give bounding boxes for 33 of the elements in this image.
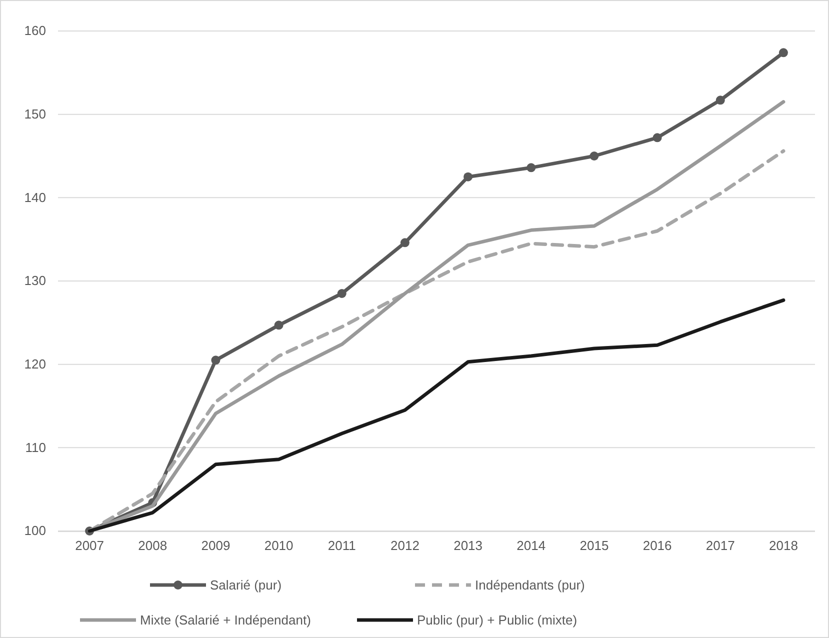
x-tick-label: 2009: [201, 538, 230, 554]
point: [211, 356, 220, 365]
y-tick-label: 120: [24, 356, 46, 372]
x-tick-label: 2007: [75, 538, 104, 554]
x-tick-label: 2012: [390, 538, 420, 554]
legend-label: Salarié (pur): [210, 578, 282, 593]
x-tick-label: 2010: [264, 538, 294, 554]
y-tick-label: 130: [24, 273, 46, 288]
y-tick-label: 150: [24, 106, 46, 122]
y-tick-label: 110: [25, 440, 46, 455]
point: [778, 48, 788, 58]
point: [716, 96, 725, 105]
y-tick-label: 160: [24, 23, 46, 38]
point: [337, 289, 346, 298]
x-tick-label: 2015: [580, 538, 609, 554]
x-tick-label: 2016: [642, 538, 672, 554]
x-tick-label: 2008: [138, 538, 168, 554]
point: [400, 238, 410, 248]
x-tick-label: 2017: [706, 538, 735, 554]
point: [464, 172, 473, 182]
x-tick-label: 2018: [768, 538, 798, 554]
point: [590, 152, 599, 160]
x-tick-label: 2011: [328, 538, 356, 554]
y-tick-label: 100: [24, 523, 46, 538]
point: [526, 163, 536, 172]
x-tick-label: 2013: [454, 538, 483, 554]
point: [274, 320, 284, 330]
legend-label: Indépendants (pur): [475, 578, 585, 593]
point: [652, 133, 662, 142]
legend-label: Public (pur) + Public (mixte): [417, 612, 578, 628]
legend-label: Mixte (Salarié + Indépendant): [140, 612, 311, 628]
y-tick-label: 140: [24, 190, 46, 205]
x-tick-label: 2014: [516, 538, 546, 554]
